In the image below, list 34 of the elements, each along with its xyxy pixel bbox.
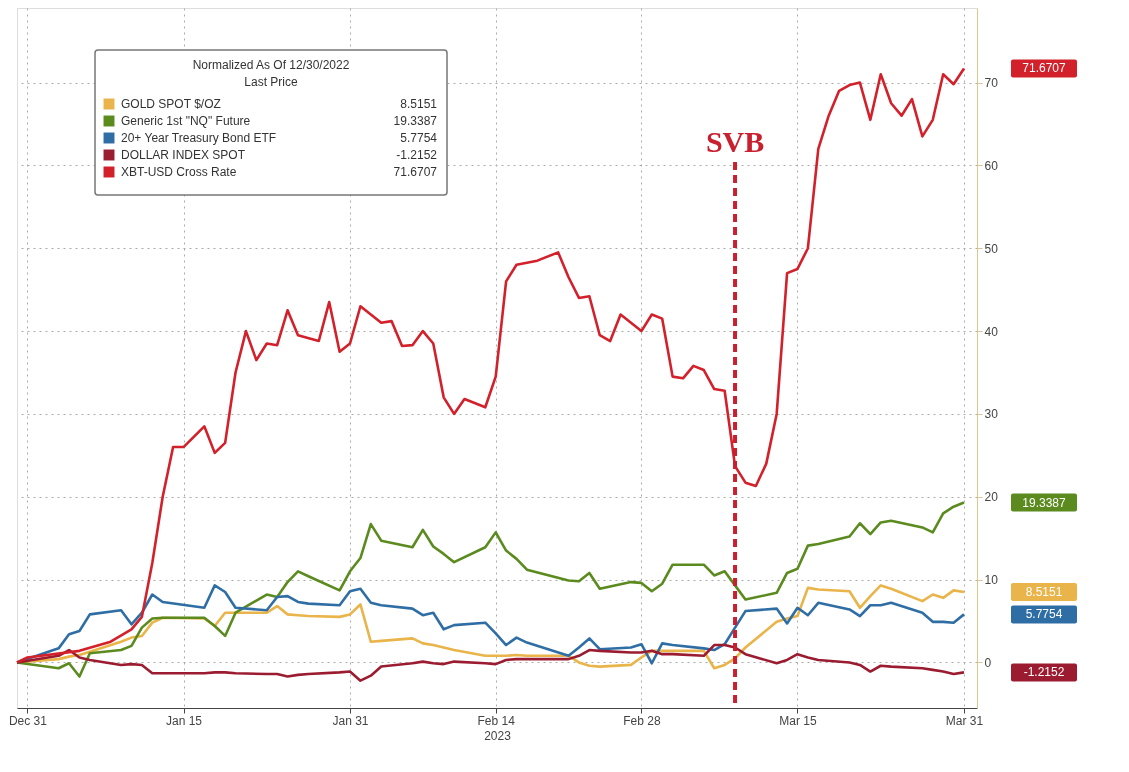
- x-tick-label: Feb 28: [623, 713, 661, 728]
- text: 5.7754: [1025, 607, 1063, 622]
- legend-label: GOLD SPOT $/OZ: [121, 97, 221, 111]
- ref-line-label: SVB: [705, 125, 765, 158]
- y-tick-label: 40: [984, 324, 999, 339]
- x-tick-label: Mar 31: [945, 713, 984, 728]
- y-tick-label: 0: [984, 655, 992, 670]
- annotation: -1.2152: [396, 148, 438, 162]
- annotation: 19.3387: [393, 114, 438, 128]
- x-tick-label: Dec 31: [8, 713, 48, 728]
- annotation: 5.7754: [400, 131, 438, 145]
- legend-label: 20+ Year Treasury Bond ETF: [121, 131, 277, 145]
- legend-label: Generic 1st "NQ" Future: [121, 114, 251, 128]
- text: 8.5151: [1025, 585, 1063, 600]
- y-tick-label: 10: [984, 573, 999, 588]
- annotation: 71.6707: [393, 165, 438, 179]
- line-series: [15, 643, 966, 682]
- y-tick-label: 60: [984, 158, 999, 173]
- legend-label: XBT-USD Cross Rate: [121, 165, 237, 179]
- y-tick-label: 50: [984, 241, 999, 256]
- legend-title: Normalized As Of 12/30/2022 Last Price: [192, 58, 350, 89]
- text: -1.2152: [1023, 665, 1065, 680]
- x-tick-label: Jan 15: [165, 713, 203, 728]
- y-tick-label: 20: [984, 490, 999, 505]
- text: 71.6707: [1022, 61, 1066, 76]
- annotation: 8.5151: [400, 97, 438, 111]
- text: 19.3387: [1022, 495, 1066, 510]
- x-tick-label: Mar 15: [779, 713, 817, 728]
- y-tick-label: 30: [984, 407, 999, 422]
- x-tick-label: Feb 14: [477, 713, 516, 728]
- y-tick-label: 70: [984, 76, 999, 91]
- x-tick-label: Jan 31: [332, 713, 369, 728]
- x-axis-title: 2023: [484, 728, 512, 743]
- legend-label: DOLLAR INDEX SPOT: [121, 148, 246, 162]
